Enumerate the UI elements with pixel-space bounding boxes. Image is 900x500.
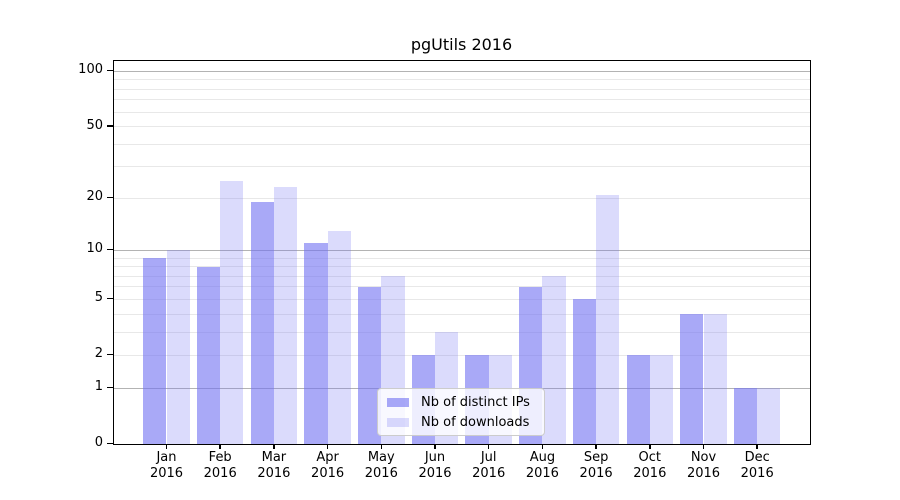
x-tick-mark-3: [326, 445, 329, 449]
legend-entry-distinct-ips: Nb of distinct IPs: [387, 395, 535, 410]
plot-area: [113, 60, 811, 445]
gridline-minor-50: [114, 126, 810, 128]
x-tick-label-3: Apr 2016: [311, 450, 345, 481]
gridline-major-100: [114, 70, 810, 72]
gridline-minor-5: [114, 298, 810, 300]
x-tick-mark-11: [756, 445, 758, 449]
x-tick-label-0: Jan 2016: [149, 450, 184, 481]
bar-ips-apr: [304, 243, 328, 444]
bar-downloads-nov: [703, 314, 727, 444]
y-tick-mark-100: [107, 69, 113, 72]
x-tick-label-8: Sep 2016: [579, 450, 613, 481]
x-tick-mark-0: [165, 445, 168, 449]
y-tick-mark-20: [107, 196, 113, 199]
y-tick-mark-2: [107, 353, 113, 356]
x-tick-mark-10: [702, 445, 705, 449]
x-tick-mark-4: [380, 445, 383, 449]
legend-swatch-downloads: [387, 417, 409, 427]
bar-ips-dec: [733, 388, 758, 444]
gridline-minor-40: [114, 143, 810, 145]
x-tick-mark-6: [487, 445, 490, 449]
legend-label-distinct-ips: Nb of distinct IPs: [421, 394, 530, 410]
bar-downloads-jan: [166, 250, 190, 444]
bar-ips-sep: [572, 299, 597, 444]
gridline-minor-6: [114, 286, 810, 288]
y-tick-label-5: 5: [94, 290, 103, 306]
legend: Nb of distinct IPs Nb of downloads: [377, 388, 545, 436]
gridline-minor-80: [114, 88, 810, 90]
x-tick-label-7: Aug 2016: [525, 450, 559, 481]
y-tick-label-2: 2: [94, 346, 103, 362]
gridline-minor-60: [114, 111, 810, 113]
bar-downloads-sep: [596, 194, 620, 444]
x-tick-label-9: Oct 2016: [633, 450, 667, 481]
y-tick-mark-0: [107, 442, 113, 444]
x-tick-label-2: Mar 2016: [257, 450, 291, 481]
gridline-minor-30: [114, 166, 810, 168]
bar-ips-may: [358, 286, 382, 444]
legend-label-downloads: Nb of downloads: [421, 414, 530, 430]
bar-downloads-feb: [220, 181, 244, 444]
gridline-minor-90: [114, 79, 810, 81]
gridline-minor-20: [114, 197, 810, 199]
x-tick-label-11: Dec 2016: [740, 450, 774, 481]
bar-ips-jan: [143, 258, 167, 444]
gridline-minor-70: [114, 99, 810, 101]
legend-swatch-distinct-ips: [387, 397, 409, 407]
gridline-minor-3: [114, 331, 810, 333]
x-tick-label-10: Nov 2016: [686, 450, 721, 481]
x-tick-mark-8: [595, 445, 597, 449]
bar-ips-nov: [680, 314, 704, 444]
bar-downloads-dec: [757, 388, 781, 444]
x-tick-label-1: Feb 2016: [203, 450, 237, 481]
gridline-minor-2: [114, 354, 810, 356]
x-tick-label-5: Jun 2016: [418, 450, 452, 481]
bar-ips-feb: [196, 266, 221, 444]
gridline-minor-8: [114, 266, 810, 268]
y-tick-label-20: 20: [86, 189, 103, 205]
gridline-minor-7: [114, 275, 810, 277]
x-tick-label-6: Jul 2016: [472, 450, 506, 481]
x-tick-mark-1: [219, 445, 221, 449]
y-tick-label-100: 100: [78, 62, 103, 78]
x-tick-label-4: May 2016: [364, 450, 398, 481]
bar-downloads-aug: [542, 276, 566, 444]
x-tick-mark-9: [649, 445, 651, 449]
y-tick-mark-10: [107, 248, 113, 251]
bar-downloads-mar: [273, 187, 298, 444]
y-tick-mark-5: [107, 297, 113, 300]
y-tick-label-0: 0: [94, 435, 103, 450]
x-tick-mark-7: [541, 445, 544, 449]
y-tick-label-50: 50: [86, 117, 103, 133]
gridline-major-10: [114, 249, 810, 251]
x-tick-mark-2: [273, 445, 275, 449]
y-tick-mark-1: [107, 386, 113, 389]
y-tick-mark-50: [107, 125, 113, 127]
bar-ips-mar: [250, 202, 274, 444]
bar-downloads-oct: [649, 355, 674, 444]
chart-title: pgUtils 2016: [410, 35, 513, 54]
x-tick-mark-5: [434, 445, 436, 449]
y-tick-label-10: 10: [86, 241, 103, 257]
legend-entry-downloads: Nb of downloads: [387, 415, 535, 430]
bar-ips-oct: [626, 355, 650, 444]
bar-downloads-apr: [327, 230, 351, 444]
gridline-minor-4: [114, 313, 810, 315]
y-tick-label-1: 1: [94, 379, 103, 395]
gridline-minor-9: [114, 257, 810, 259]
